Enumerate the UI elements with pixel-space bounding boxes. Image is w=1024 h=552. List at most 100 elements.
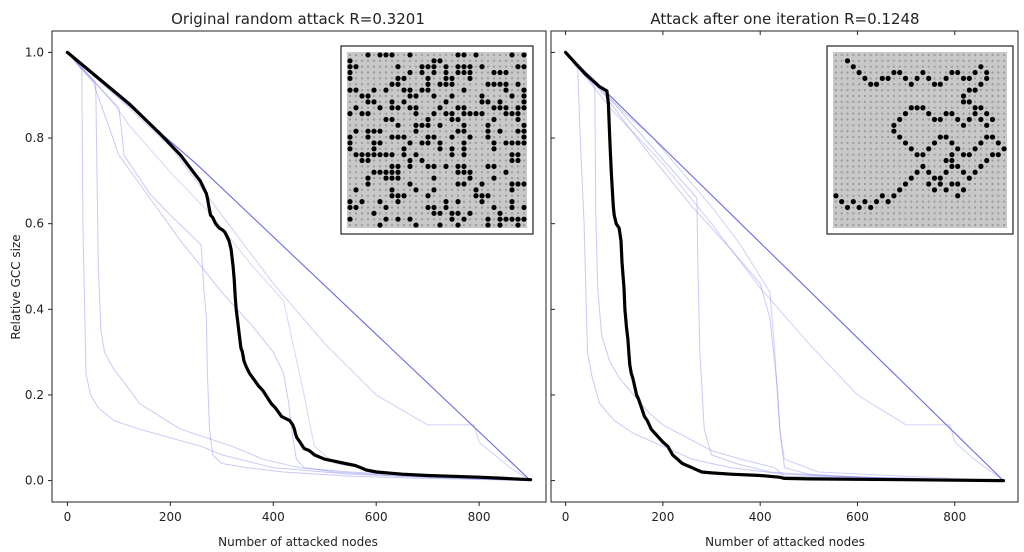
attacked-node [960, 122, 967, 128]
lattice-node [921, 59, 925, 62]
lattice-node [974, 200, 977, 203]
attacked-node [449, 152, 455, 158]
lattice-node [486, 153, 490, 156]
lattice-node [933, 71, 936, 74]
lattice-node [933, 59, 936, 62]
lattice-node [863, 171, 867, 174]
lattice-node [945, 59, 948, 62]
y-tick-label: 0.6 [25, 217, 44, 231]
lattice-node [921, 159, 925, 162]
lattice-node [852, 165, 855, 168]
lattice-node [510, 65, 514, 68]
lattice-node [846, 194, 849, 197]
lattice-node [360, 100, 364, 103]
lattice-node [366, 89, 370, 92]
lattice-node [468, 153, 472, 156]
lattice-node [852, 53, 855, 57]
lattice-node [522, 71, 526, 74]
lattice-node [881, 71, 884, 74]
lattice-node [875, 100, 878, 103]
lattice-node [875, 112, 878, 115]
lattice-node [869, 182, 872, 186]
attacked-node [425, 64, 431, 70]
lattice-node [1003, 212, 1006, 215]
lattice-node [881, 153, 884, 156]
lattice-node [956, 65, 959, 68]
lattice-node [962, 106, 965, 109]
attacked-node [359, 199, 365, 205]
attacked-node [449, 210, 455, 216]
lattice-node [875, 218, 878, 221]
lattice-node [852, 177, 855, 180]
lattice-node [402, 218, 406, 221]
lattice-node [522, 118, 526, 121]
lattice-node [498, 177, 502, 180]
lattice-node [390, 71, 394, 74]
lattice-node [962, 71, 965, 74]
lattice-node [968, 94, 971, 98]
lattice-node [840, 59, 843, 62]
lattice-node [858, 171, 861, 174]
lattice-node [480, 223, 484, 227]
lattice-node [840, 135, 843, 139]
lattice-node [480, 77, 484, 80]
attacked-node [949, 157, 955, 164]
lattice-node [450, 165, 454, 168]
lattice-node [348, 177, 352, 180]
lattice-node [438, 135, 442, 139]
lattice-node [916, 223, 919, 227]
lattice-node [372, 94, 376, 98]
attacked-node [449, 111, 455, 117]
lattice-node [979, 59, 983, 62]
lattice-node [881, 53, 884, 57]
lattice-node [462, 77, 466, 80]
lattice-node [887, 118, 890, 121]
lattice-node [468, 89, 472, 92]
lattice-node [516, 194, 520, 197]
lattice-node [846, 100, 849, 103]
lattice-node [927, 94, 930, 98]
lattice-node [991, 53, 994, 57]
lattice-node [846, 77, 849, 80]
lattice-node [956, 89, 959, 92]
attacked-node [1001, 146, 1007, 152]
lattice-node [979, 130, 983, 133]
lattice-node [892, 83, 896, 86]
attacked-node [401, 75, 407, 81]
lattice-node [921, 112, 925, 115]
lattice-node [840, 194, 843, 197]
lattice-node [869, 223, 872, 227]
attacked-node [995, 140, 1001, 146]
lattice-node [1003, 124, 1006, 127]
lattice-node [887, 147, 890, 150]
lattice-node [384, 135, 388, 139]
lattice-node [516, 165, 520, 168]
attacked-node [902, 181, 909, 187]
lattice-node [462, 83, 466, 86]
lattice-node [438, 71, 442, 74]
attacked-node [931, 116, 938, 123]
lattice-node [939, 206, 942, 209]
lattice-node [939, 212, 942, 215]
lattice-node [384, 200, 388, 203]
lattice-node [498, 182, 502, 186]
lattice-node [390, 89, 394, 92]
lattice-node [939, 141, 942, 145]
lattice-node [956, 100, 959, 103]
lattice-node [834, 94, 838, 98]
attacked-node [972, 69, 978, 76]
lattice-node [881, 59, 884, 62]
attacked-node [467, 175, 473, 181]
lattice-node [360, 165, 364, 168]
attacked-node [989, 152, 996, 158]
lattice-node [468, 194, 472, 197]
attacked-node [455, 222, 461, 228]
lattice-node [950, 65, 954, 68]
lattice-node [1003, 89, 1006, 92]
lattice-node [486, 53, 490, 57]
attacked-node [401, 87, 407, 93]
attacked-node [443, 111, 449, 117]
lattice-node [892, 200, 896, 203]
lattice-node [372, 218, 376, 221]
lattice-node [858, 165, 861, 168]
